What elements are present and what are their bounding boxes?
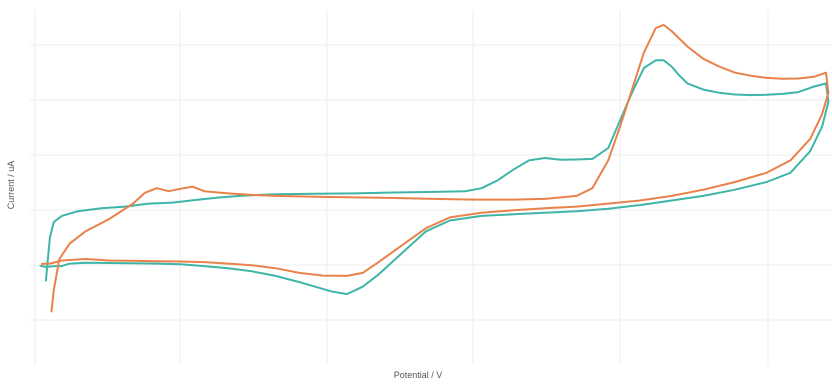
grid (30, 10, 832, 365)
y-axis-label: Current / uA (6, 161, 16, 210)
x-axis-label: Potential / V (394, 370, 443, 380)
series-line-1 (39, 59, 830, 296)
series-line-2 (41, 23, 830, 313)
series-layer (39, 23, 830, 313)
